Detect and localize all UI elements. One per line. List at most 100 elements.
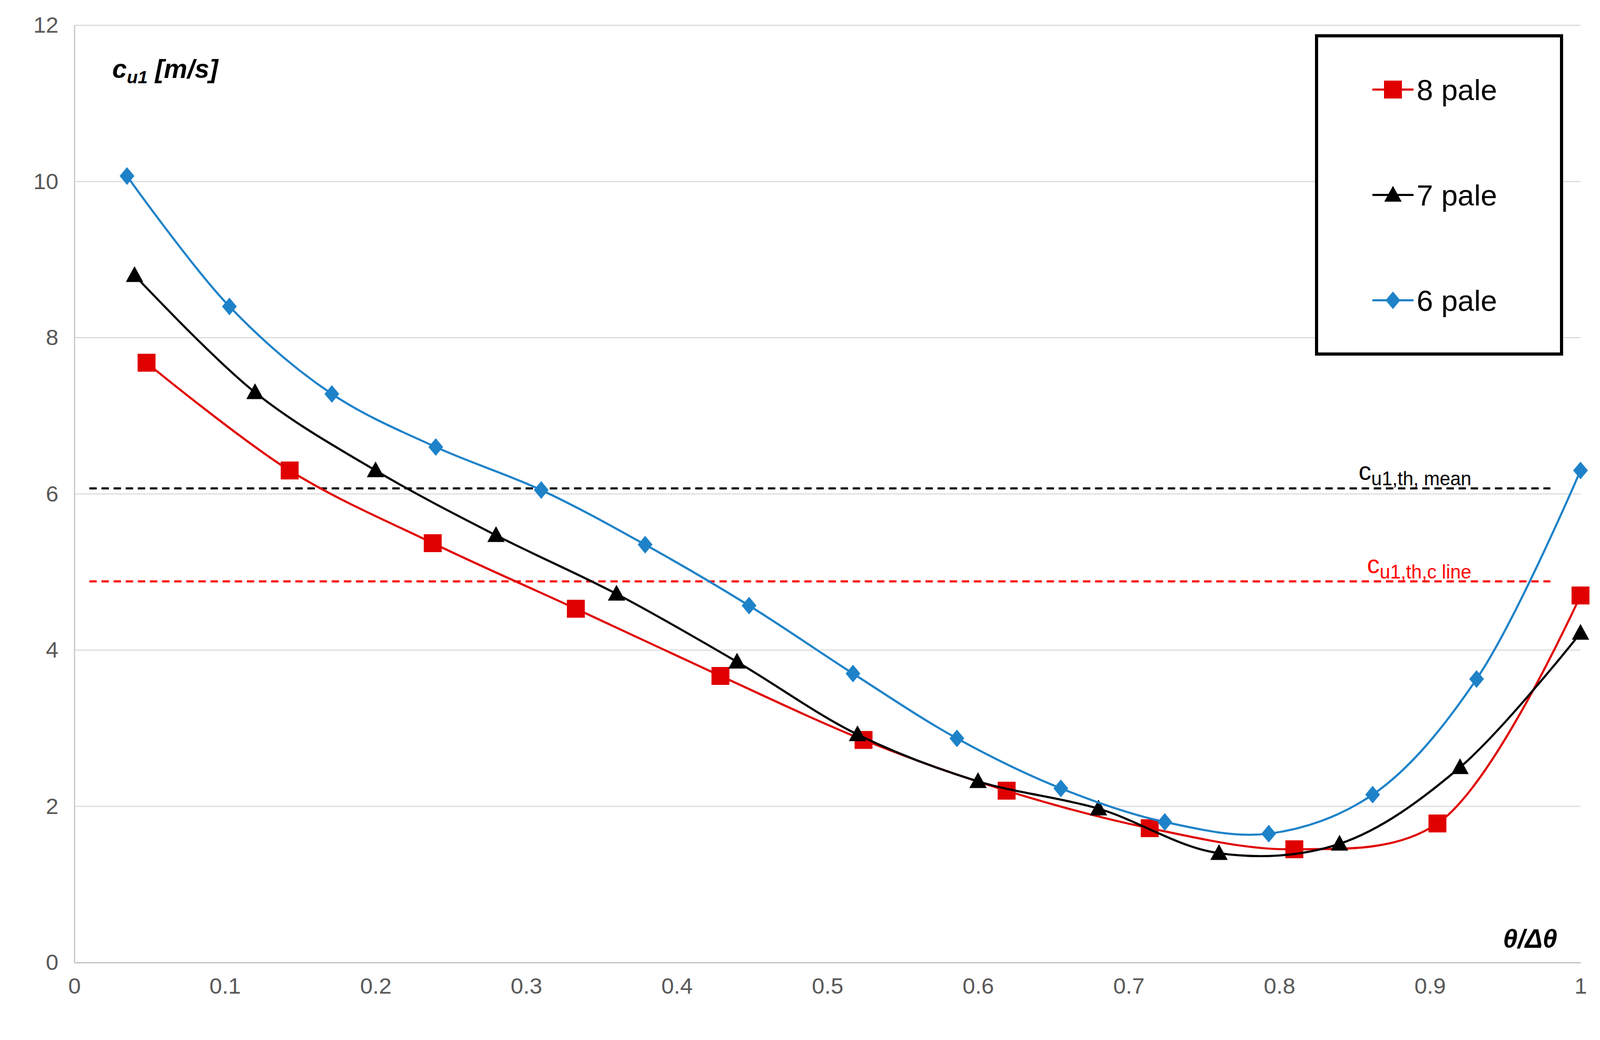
tick: 0 — [68, 962, 82, 999]
y-axis-title-text: c — [112, 54, 127, 84]
marker — [1261, 825, 1276, 843]
annotation-subscript: u1,th, mean — [1371, 467, 1472, 490]
tick: 0.1 — [209, 962, 242, 999]
grid-line — [74, 649, 1581, 651]
marker — [1428, 814, 1447, 833]
marker — [125, 266, 144, 282]
tick: 0.4 — [661, 962, 693, 999]
annotation-label: cu1,th, mean — [1358, 457, 1472, 490]
y-axis-title: cu1 [m/s] — [112, 54, 220, 87]
marker — [637, 535, 653, 554]
tick-label: 10 — [33, 168, 59, 194]
y-axis-title-unit: [m/s] — [148, 54, 220, 84]
marker — [428, 438, 444, 457]
tick-label: 0.4 — [661, 973, 693, 999]
tick: 8 — [45, 324, 75, 350]
annotation-subscript: u1,th,c line — [1379, 561, 1472, 583]
tick: 1 — [1574, 962, 1588, 999]
legend: 8 pale 7 pale 6 pale — [1316, 35, 1562, 355]
reference-line — [89, 580, 1551, 583]
tick-label: 8 — [45, 324, 59, 350]
marker — [1365, 785, 1380, 804]
tick-label: 12 — [33, 12, 59, 38]
marker — [1469, 670, 1485, 689]
tick-label: 4 — [45, 636, 59, 663]
tick: 0.9 — [1414, 962, 1447, 999]
tick-label: 0.7 — [1113, 973, 1145, 999]
tick: 2 — [45, 793, 75, 819]
legend-label: 8 pale — [1416, 73, 1498, 107]
marker — [1571, 586, 1590, 605]
tick: 0.2 — [359, 962, 392, 999]
marker — [949, 729, 965, 748]
marker — [366, 461, 385, 478]
tick: 10 — [33, 168, 75, 194]
tick: 12 — [33, 12, 75, 38]
marker — [280, 461, 299, 480]
tick: 4 — [45, 636, 75, 663]
marker — [1053, 779, 1069, 798]
marker — [728, 652, 746, 669]
marker — [607, 584, 626, 601]
tick-label: 0.6 — [962, 973, 995, 999]
x-axis-title: θ/Δθ — [1503, 924, 1558, 954]
marker — [119, 167, 135, 185]
marker — [487, 526, 505, 543]
tick: 6 — [45, 481, 75, 507]
marker — [848, 725, 867, 742]
chart: 00.10.20.30.40.50.60.70.80.91024681012cu… — [0, 0, 1600, 1040]
marker — [741, 596, 757, 615]
marker — [1451, 758, 1469, 774]
legend-marker — [1384, 185, 1402, 202]
marker — [246, 383, 264, 400]
legend-box — [1316, 35, 1562, 355]
axis-line — [74, 962, 1582, 964]
grid-line — [74, 24, 1581, 26]
marker — [566, 599, 585, 618]
tick-label: 0.8 — [1263, 973, 1296, 999]
series-line — [146, 362, 1581, 850]
tick-label: 6 — [45, 481, 59, 507]
marker — [711, 666, 730, 685]
tick-label: 0.2 — [359, 973, 392, 999]
marker — [845, 664, 861, 683]
tick-label: 0.9 — [1414, 973, 1447, 999]
tick-label: 0.3 — [510, 973, 543, 999]
tick-label: 0 — [68, 973, 82, 999]
grid — [74, 25, 1581, 963]
annotation-text: c — [1367, 550, 1380, 579]
tick-label: 1 — [1574, 973, 1588, 999]
tick-label: 0 — [45, 949, 59, 975]
marker — [1330, 834, 1349, 851]
marker — [1572, 623, 1590, 640]
y-axis: 0 2 4 6 8 10 12 — [33, 12, 75, 975]
annotation-label: cu1,th,c line — [1367, 550, 1472, 583]
legend-label: 7 pale — [1416, 178, 1498, 212]
grid-line — [74, 493, 1581, 495]
marker — [1157, 812, 1173, 831]
tick: 0.8 — [1263, 962, 1296, 999]
marker — [324, 385, 340, 404]
tick: 0 — [45, 949, 75, 975]
marker — [533, 481, 549, 499]
tick: 0.5 — [811, 962, 844, 999]
tick: 0.6 — [962, 962, 995, 999]
marker — [1573, 461, 1588, 480]
grid-line — [74, 962, 1581, 964]
marker — [137, 353, 156, 372]
legend-marker — [1385, 291, 1401, 310]
y-axis-title-subscript: u1 — [126, 66, 149, 87]
marker — [969, 772, 987, 789]
tick-label: 0.5 — [811, 973, 844, 999]
tick-label: 0.1 — [209, 973, 242, 999]
legend-label: 6 pale — [1416, 283, 1498, 318]
series-line — [134, 275, 1581, 857]
axis-line — [74, 25, 76, 964]
marker — [221, 297, 237, 316]
reference-line — [89, 487, 1551, 490]
annotation-text: c — [1358, 457, 1372, 486]
tick: 0.3 — [510, 962, 543, 999]
tick-label: 2 — [45, 793, 59, 819]
x-axis: 0 0.1 0.2 0.3 0.4 0.5 0.6 0.7 0.8 0.9 1 — [68, 962, 1588, 999]
legend-marker — [1383, 80, 1402, 99]
